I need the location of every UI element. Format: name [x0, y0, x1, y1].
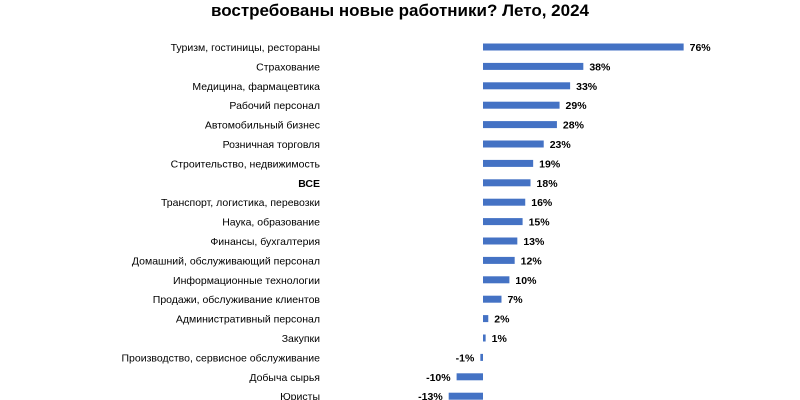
- value-label: 23%: [550, 139, 572, 151]
- bar: [483, 62, 584, 70]
- value-label: -10%: [426, 372, 451, 384]
- bar: [483, 121, 557, 129]
- category-label: Закупки: [282, 333, 320, 345]
- bar: [448, 392, 483, 400]
- value-label: 12%: [521, 255, 543, 267]
- value-label: -13%: [418, 391, 443, 400]
- bar: [483, 237, 518, 245]
- category-label: Наука, образование: [222, 217, 320, 229]
- category-label: ВСЕ: [298, 178, 320, 190]
- value-label: 19%: [539, 158, 561, 170]
- category-label: Туризм, гостиницы, рестораны: [171, 42, 320, 54]
- bar: [483, 179, 531, 187]
- value-label: 7%: [507, 294, 523, 306]
- bar: [483, 82, 571, 90]
- category-label: Добыча сырья: [249, 372, 320, 384]
- category-label: Медицина, фармацевтика: [192, 81, 320, 93]
- chart-title: востребованы новые работники? Лето, 2024: [211, 1, 589, 20]
- value-label: 29%: [566, 100, 588, 112]
- value-label: 13%: [523, 236, 545, 248]
- category-label: Продажи, обслуживание клиентов: [153, 294, 321, 306]
- bar: [480, 353, 483, 361]
- bar: [483, 218, 523, 226]
- bar: [483, 198, 526, 206]
- category-label: Производство, сервисное обслуживание: [122, 352, 321, 364]
- value-label: 10%: [515, 275, 537, 287]
- category-label: Страхование: [256, 61, 320, 73]
- value-label: 76%: [690, 42, 712, 54]
- bar: [483, 315, 489, 323]
- bar: [456, 373, 483, 381]
- category-label: Юристы: [280, 391, 320, 400]
- value-label: 33%: [576, 81, 598, 93]
- bar: [483, 159, 534, 167]
- category-label: Административный персонал: [176, 314, 320, 326]
- category-label: Финансы, бухгалтерия: [210, 236, 320, 248]
- value-label: 1%: [492, 333, 508, 345]
- category-label: Информационные технологии: [173, 275, 320, 287]
- bar: [483, 276, 510, 284]
- value-label: 15%: [529, 217, 551, 229]
- bar: [483, 43, 684, 51]
- bar: [483, 295, 502, 303]
- bar: [483, 140, 544, 148]
- value-label: 28%: [563, 120, 585, 132]
- value-label: 38%: [589, 61, 611, 73]
- value-label: 2%: [494, 314, 510, 326]
- value-label: 16%: [531, 197, 553, 209]
- bar: [483, 256, 515, 264]
- value-label: -1%: [456, 352, 475, 364]
- category-label: Розничная торговля: [223, 139, 320, 151]
- bar: [483, 101, 560, 109]
- category-label: Транспорт, логистика, перевозки: [161, 197, 320, 209]
- category-label: Домашний, обслуживающий персонал: [132, 255, 320, 267]
- bar: [483, 334, 486, 342]
- value-label: 18%: [537, 178, 559, 190]
- category-label: Автомобильный бизнес: [205, 120, 320, 132]
- category-label: Строительство, недвижимость: [171, 158, 321, 170]
- category-label: Рабочий персонал: [229, 100, 320, 112]
